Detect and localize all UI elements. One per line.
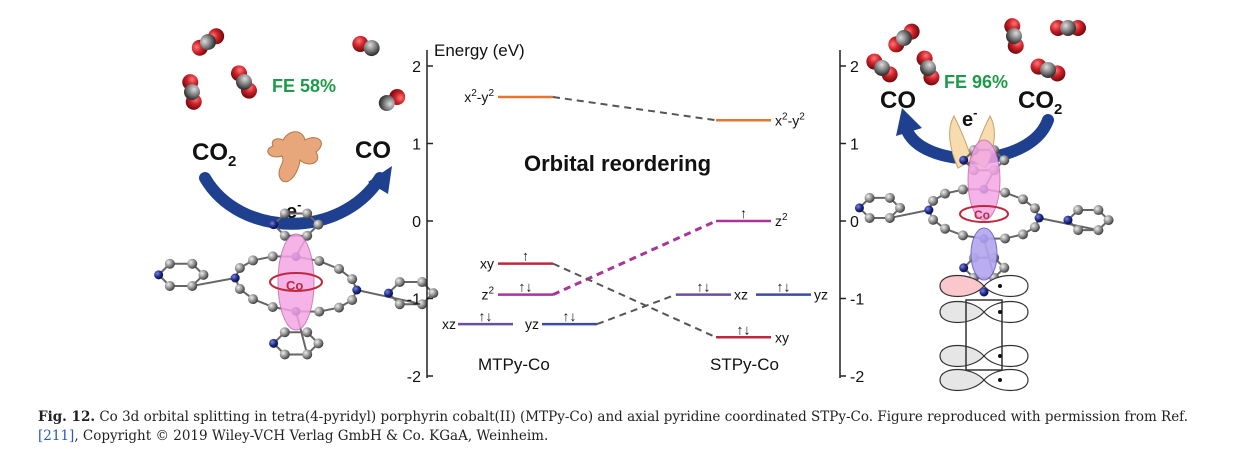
mtpy-label: MTPy-Co (478, 355, 550, 374)
tick-label: 0 (850, 214, 859, 231)
tick-label: 0 (412, 214, 421, 231)
co-molecules-left (182, 28, 406, 111)
co-atom-right: Co (974, 208, 990, 222)
tick-label: -2 (850, 369, 864, 386)
co-molecules-right (866, 18, 1086, 86)
reactant-label: CO2 (192, 139, 236, 170)
product-label-right: CO (880, 87, 916, 114)
fe-label-left: FE 58% (272, 76, 336, 96)
stpy-label: STPy-Co (710, 355, 779, 374)
tick-label: -1 (407, 292, 421, 309)
electron-arrow-left (199, 172, 386, 230)
tick-label: -1 (850, 292, 864, 309)
right-axis-ticks: 2 1 0 -1 -2 (840, 59, 864, 386)
dz2-orbital-left (277, 233, 315, 331)
catalyst-blob-icon (267, 131, 322, 183)
tick-label: 1 (412, 137, 421, 154)
co2-molecule-icon (1004, 18, 1024, 54)
correlation-line (552, 262, 717, 339)
energy-axis-title: Energy (eV) (434, 41, 525, 60)
stpy-xz-electrons: ↑↓ (697, 279, 711, 295)
stpy-z2-label: z2 (775, 212, 788, 229)
right-panel: FE 96% CO CO2 e- Co (854, 18, 1114, 391)
stpy-yz-electrons: ↑↓ (777, 279, 791, 295)
co-molecule-icon (352, 35, 380, 57)
center-title: Orbital reordering (524, 151, 711, 176)
stpy-xy-electrons: ↑↓ (737, 321, 751, 337)
mtpy-xz-electrons: ↑↓ (479, 308, 493, 324)
co2-molecule-icon (1050, 20, 1086, 36)
co-molecule-icon (378, 89, 406, 111)
co2-molecule-icon (866, 53, 898, 83)
mtpy-z2-label: z2 (481, 286, 494, 303)
product-label-left: CO (355, 137, 391, 164)
stpy-xy-label: xy (775, 329, 789, 345)
pyridine-p-orbitals-icon (939, 275, 1029, 391)
fe-label-right: FE 96% (944, 72, 1008, 92)
co2-molecule-icon (916, 50, 940, 86)
mtpy-xz-label: xz (442, 316, 456, 332)
stpy-z2-electrons: ↑ (740, 205, 747, 221)
stpy-yz-label: yz (814, 287, 828, 303)
mtpy-xy-electrons: ↑ (522, 248, 529, 264)
correlation-line (552, 96, 717, 122)
stpy-xz-label: xz (734, 287, 748, 303)
left-panel: FE 58% CO2 CO e- Co (154, 28, 439, 360)
electron-label-left: e- (286, 197, 301, 223)
mtpy-x2y2-label: x2-y2 (464, 88, 494, 105)
tick-label: 2 (850, 59, 859, 76)
mtpy-yz-electrons: ↑↓ (563, 308, 577, 324)
tick-label: 1 (850, 137, 859, 154)
co2-molecule-icon (182, 74, 202, 110)
correlation-line (552, 219, 717, 296)
figure-caption: Fig. 12. Co 3d orbital splitting in tetr… (38, 408, 1228, 446)
caption-ref-link[interactable]: [211] (38, 428, 75, 444)
co2-molecule-icon (888, 23, 920, 53)
correlation-line (596, 293, 677, 326)
caption-text: Co 3d orbital splitting in tetra(4-pyrid… (95, 409, 1188, 425)
orbital-figure: FE 58% CO2 CO e- Co Energy (eV) 210-1-2 … (154, 18, 1114, 391)
tick-label: 2 (412, 59, 421, 76)
co2-molecule-icon (1030, 58, 1066, 82)
mtpy-z2-electrons: ↑↓ (519, 279, 533, 295)
caption-label: Fig. 12. (38, 409, 96, 425)
electron-label-right: e- (962, 105, 977, 131)
co2-molecule-icon (231, 65, 257, 99)
left-axis-ticks: 2 1 0 -1 -2 (407, 59, 433, 386)
byproduct-label-right: CO2 (1018, 87, 1062, 118)
energy-diagram: Energy (eV) 2 1 0 -1 -2 2 1 0 -1 -2 Orbital reor… (407, 41, 865, 386)
co2-molecule-icon (191, 28, 225, 56)
orbital-levels: x2-y2 ↑ xy ↑↓ z2 ↑↓ xz ↑↓ yz x2-y2 ↑ z2 ↑↓ xz ↑↓ yz ↑↓ xy (442, 88, 828, 345)
co-atom-left: Co (286, 278, 303, 293)
tick-label: -2 (407, 369, 421, 386)
dz2-orbital-right-top (967, 139, 1001, 221)
mtpy-yz-label: yz (525, 316, 539, 332)
caption-text-2: , Copyright © 2019 Wiley-VCH Verlag GmbH… (74, 428, 549, 444)
stpy-x2y2-label: x2-y2 (775, 111, 805, 128)
mtpy-xy-label: xy (480, 256, 494, 272)
